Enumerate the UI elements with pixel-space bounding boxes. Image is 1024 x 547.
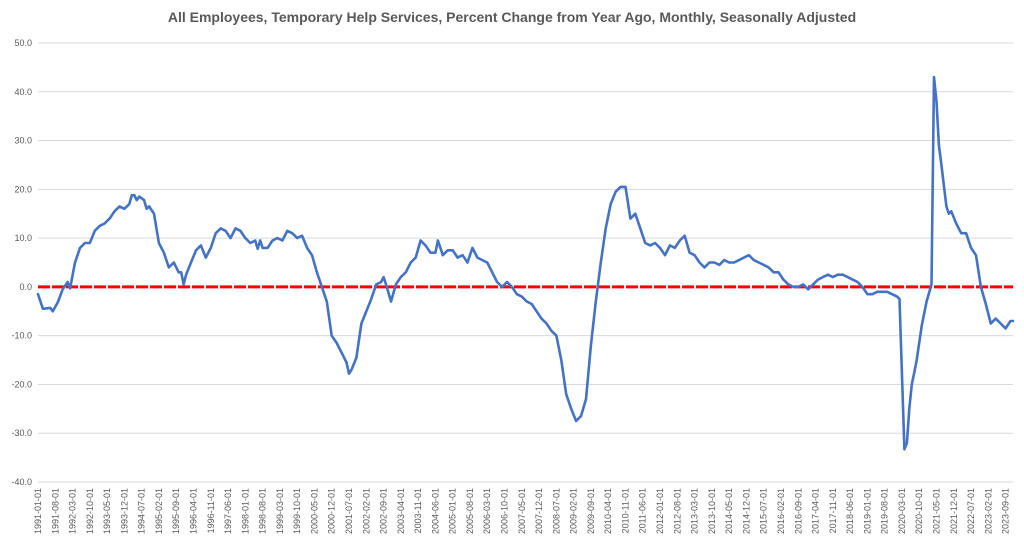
x-tick-label: 2011-06-01 bbox=[638, 488, 648, 533]
x-tick-label: 1996-04-01 bbox=[189, 488, 199, 534]
x-tick-label: 1992-10-01 bbox=[85, 488, 95, 534]
x-tick-label: 2012-01-01 bbox=[655, 488, 665, 534]
y-tick-label: 40.0 bbox=[14, 87, 32, 97]
x-tick-label: 2005-08-01 bbox=[465, 488, 475, 534]
x-tick-label: 2021-05-01 bbox=[931, 488, 941, 534]
x-tick-label: 2022-07-01 bbox=[966, 488, 976, 534]
series-line bbox=[36, 75, 1015, 451]
x-tick-label: 2019-01-01 bbox=[862, 488, 872, 534]
y-tick-label: 50.0 bbox=[14, 38, 32, 48]
y-tick-label: -40.0 bbox=[11, 477, 32, 487]
gridlines bbox=[38, 42, 1013, 483]
x-tick-label: 1993-05-01 bbox=[102, 488, 112, 534]
x-tick-label: 2002-02-01 bbox=[361, 488, 371, 534]
x-tick-label: 2007-05-01 bbox=[517, 488, 527, 534]
x-tick-label: 1991-01-01 bbox=[33, 488, 43, 534]
x-tick-label: 2023-09-01 bbox=[1001, 488, 1011, 534]
x-tick-label: 2023-02-01 bbox=[983, 488, 993, 534]
y-tick-label: 10.0 bbox=[14, 233, 32, 243]
x-tick-label: 2015-07-01 bbox=[759, 488, 769, 534]
x-tick-label: 2000-05-01 bbox=[309, 488, 319, 534]
y-tick-label: 0.0 bbox=[19, 282, 32, 292]
x-tick-label: 2010-11-01 bbox=[620, 488, 630, 533]
x-tick-label: 2017-04-01 bbox=[811, 488, 821, 534]
chart-title: All Employees, Temporary Help Services, … bbox=[167, 9, 857, 25]
y-tick-label: -30.0 bbox=[11, 428, 32, 438]
x-tick-label: 2013-10-01 bbox=[707, 488, 717, 534]
x-tick-label: 2020-10-01 bbox=[914, 488, 924, 534]
x-tick-label: 2006-10-01 bbox=[500, 488, 510, 534]
x-tick-label: 2002-09-01 bbox=[379, 488, 389, 534]
x-tick-label: 1994-07-01 bbox=[137, 488, 147, 534]
x-tick-label: 2019-08-01 bbox=[880, 488, 890, 534]
x-tick-label: 2018-06-01 bbox=[845, 488, 855, 534]
x-tick-label: 2021-12-01 bbox=[949, 488, 959, 534]
x-tick-label: 2009-02-01 bbox=[569, 488, 579, 534]
x-axis-ticks: 1991-01-01 1991-08-01 1992-03-01 1992-10-01… bbox=[33, 488, 1011, 534]
x-tick-label: 2000-12-01 bbox=[327, 488, 337, 534]
x-tick-label: 1999-10-01 bbox=[292, 488, 302, 534]
x-tick-label: 2014-05-01 bbox=[724, 488, 734, 534]
x-tick-label: 2004-06-01 bbox=[430, 488, 440, 534]
y-tick-label: 30.0 bbox=[14, 136, 32, 146]
x-tick-label: 2020-03-01 bbox=[897, 488, 907, 534]
x-tick-label: 1999-03-01 bbox=[275, 488, 285, 534]
x-tick-label: 1993-12-01 bbox=[119, 488, 129, 534]
series-layer bbox=[36, 75, 1015, 451]
x-tick-label: 1996-11-01 bbox=[206, 488, 216, 533]
x-tick-label: 2009-09-01 bbox=[586, 488, 596, 534]
x-tick-label: 2012-08-01 bbox=[672, 488, 682, 534]
x-tick-label: 2008-07-01 bbox=[551, 488, 561, 534]
x-tick-label: 2016-09-01 bbox=[793, 488, 803, 534]
x-tick-label: 1995-09-01 bbox=[171, 488, 181, 534]
x-tick-label: 1992-03-01 bbox=[68, 488, 78, 534]
x-tick-label: 1997-06-01 bbox=[223, 488, 233, 534]
x-tick-label: 2013-03-01 bbox=[690, 488, 700, 534]
x-tick-label: 2016-02-01 bbox=[776, 488, 786, 534]
y-tick-label: 20.0 bbox=[14, 184, 32, 194]
x-tick-label: 2010-04-01 bbox=[603, 488, 613, 534]
x-tick-label: 2017-11-01 bbox=[828, 488, 838, 533]
x-tick-label: 2007-12-01 bbox=[534, 488, 544, 534]
x-tick-label: 1998-08-01 bbox=[258, 488, 268, 534]
x-tick-label: 2003-11-01 bbox=[413, 488, 423, 533]
x-tick-label: 2014-12-01 bbox=[741, 488, 751, 534]
x-tick-label: 2005-01-01 bbox=[448, 488, 458, 534]
x-tick-label: 2001-07-01 bbox=[344, 488, 354, 534]
y-axis-ticks: 50.0 40.0 30.0 20.0 10.0 0.0 -10.0 -20.0 -30.0 -4… bbox=[11, 38, 32, 487]
x-tick-label: 1991-08-01 bbox=[50, 488, 60, 534]
x-tick-label: 1995-02-01 bbox=[154, 488, 164, 534]
x-tick-label: 2006-03-01 bbox=[482, 488, 492, 534]
x-tick-label: 2003-04-01 bbox=[396, 488, 406, 534]
x-tick-label: 1998-01-01 bbox=[240, 488, 250, 534]
y-tick-label: -10.0 bbox=[11, 331, 32, 341]
y-tick-label: -20.0 bbox=[11, 379, 32, 389]
